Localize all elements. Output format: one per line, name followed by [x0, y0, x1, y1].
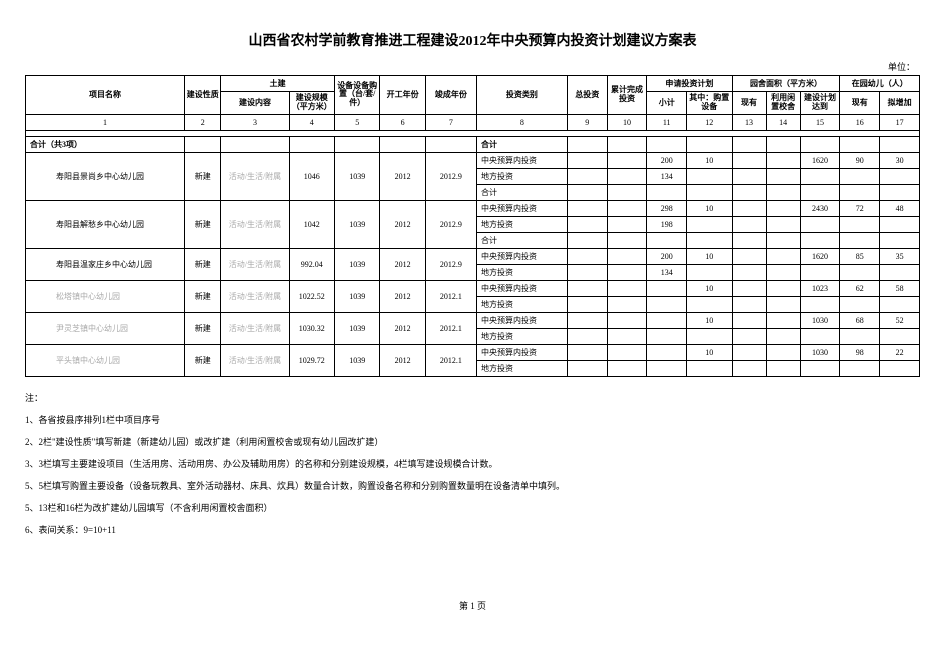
total-row: 合计（共3项） 合计 — [26, 136, 920, 152]
note-line: 2、2栏"建设性质"填写新建（新建幼儿园）或改扩建（利用闲置校舍或现有幼儿园改扩… — [25, 433, 920, 451]
unit-label: 单位： — [25, 60, 920, 73]
table-row: 松塔镇中心幼儿园新建活动/生活/附属1022.52103920122012.1中… — [26, 280, 920, 296]
hdr-scale: 建设规模（平方米） — [289, 92, 334, 115]
table-row: 寿阳县解愁乡中心幼儿园新建活动/生活/附属1042103920122012.9中… — [26, 200, 920, 216]
hdr-area: 园舍面积（平方米） — [732, 76, 840, 92]
note-line: 5、5栏填写购置主要设备（设备玩教具、室外活动器材、床具、炊具）数量合计数，购置… — [25, 477, 920, 495]
hdr-name: 项目名称 — [26, 76, 185, 115]
hdr-kids-add: 拟增加 — [880, 92, 920, 115]
hdr-equip: 设备设备购置（台/套/件） — [334, 76, 379, 115]
table-row: 寿阳县温家庄乡中心幼儿园新建活动/生活/附属992.04103920122012… — [26, 248, 920, 264]
hdr-tujian: 土建 — [221, 76, 335, 92]
hdr-cum: 累计完成投资 — [607, 76, 647, 115]
notes-section: 注： 1、各省按县序排列1栏中项目序号 2、2栏"建设性质"填写新建（新建幼儿园）… — [25, 389, 920, 539]
table-row: 寿阳县景尚乡中心幼儿园新建活动/生活/附属1046103920122012.9中… — [26, 152, 920, 168]
notes-header: 注： — [25, 389, 920, 407]
hdr-invtype: 投资类别 — [476, 76, 567, 115]
colnum-row: 1234 5678 9101112 13141516 17 — [26, 114, 920, 130]
hdr-end: 竣成年份 — [425, 76, 476, 115]
table-row: 尹灵芝镇中心幼儿园新建活动/生活/附属1030.32103920122012.1… — [26, 312, 920, 328]
hdr-idle: 利用闲置校舍 — [766, 92, 800, 115]
hdr-total: 总投资 — [567, 76, 607, 115]
hdr-nature: 建设性质 — [185, 76, 221, 115]
hdr-plan: 建设计划达到 — [800, 92, 840, 115]
note-line: 3、3栏填写主要建设项目（生活用房、活动用房、办公及辅助用房）的名称和分别建设规… — [25, 455, 920, 473]
note-line: 6、表间关系：9=10+11 — [25, 521, 920, 539]
page-footer: 第 1 页 — [25, 599, 920, 612]
page-title: 山西省农村学前教育推进工程建设2012年中央预算内投资计划建议方案表 — [25, 30, 920, 50]
note-line: 1、各省按县序排列1栏中项目序号 — [25, 411, 920, 429]
hdr-ex: 现有 — [732, 92, 766, 115]
hdr-content: 建设内容 — [221, 92, 289, 115]
table-row: 平头镇中心幼儿园新建活动/生活/附属1029.72103920122012.1中… — [26, 344, 920, 360]
hdr-subtotal: 小计 — [647, 92, 687, 115]
main-table: 项目名称 建设性质 土建 设备设备购置（台/套/件） 开工年份 竣成年份 投资类… — [25, 75, 920, 377]
hdr-kids: 在园幼儿（人） — [840, 76, 920, 92]
hdr-apply: 申请投资计划 — [647, 76, 732, 92]
note-line: 5、13栏和16栏为改扩建幼儿园填写（不含利用闲置校舍面积） — [25, 499, 920, 517]
hdr-start: 开工年份 — [380, 76, 425, 115]
hdr-equip2: 其中：购置设备 — [687, 92, 732, 115]
hdr-kids-ex: 现有 — [840, 92, 880, 115]
